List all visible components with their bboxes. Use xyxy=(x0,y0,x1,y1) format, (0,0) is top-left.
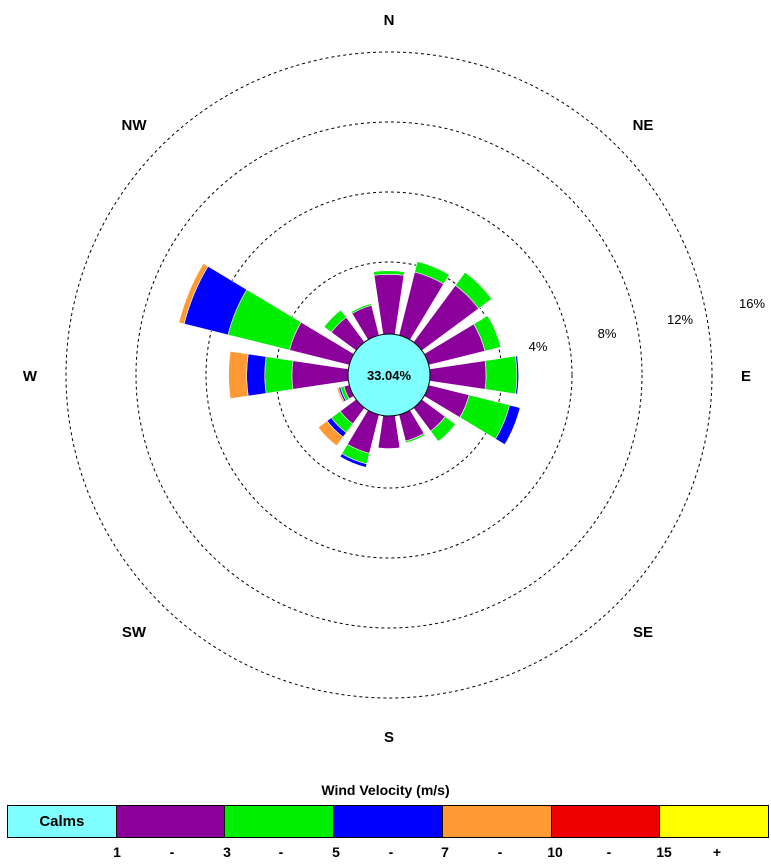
petal-180-1-3 xyxy=(377,415,401,449)
ring-16 xyxy=(65,51,713,699)
wind-rose-chart: 33.04% N NE E SE S SW W NW 4% 8% 12% 16% xyxy=(23,12,766,746)
ring-label-8: 8% xyxy=(598,326,617,341)
petal-247.5-7-10 xyxy=(336,387,345,404)
legend-swatch-7-10 xyxy=(442,806,552,837)
petal-337.5-3-5 xyxy=(350,303,373,314)
petal-270-5-7 xyxy=(246,353,267,397)
petal-270-3-5 xyxy=(264,356,294,394)
direction-label-nw: NW xyxy=(122,117,148,134)
petal-112.5-5-7 xyxy=(495,404,521,446)
legend-color-bar: Calms xyxy=(7,805,769,838)
legend-swatch-1-3 xyxy=(116,806,226,837)
petal-270-7-10 xyxy=(228,350,249,400)
legend-tick: - xyxy=(388,844,394,860)
legend-tick: 10 xyxy=(547,844,563,860)
calms-circle xyxy=(347,333,431,417)
petal-315-3-5 xyxy=(323,309,347,333)
direction-label-se: SE xyxy=(633,624,653,641)
legend-tick: 5 xyxy=(332,844,340,860)
ring-8 xyxy=(205,191,573,559)
legend-tick: 15 xyxy=(656,844,672,860)
legend-tick-labels: 1 - 3 - 5 - 7 - 10 - 15 + xyxy=(0,844,771,864)
direction-label-ne: NE xyxy=(633,117,654,134)
legend-swatch-15-plus xyxy=(660,806,769,837)
direction-label-e: E xyxy=(741,368,751,385)
petal-225-7-10 xyxy=(317,420,344,447)
petal-0-1-3 xyxy=(373,273,405,335)
direction-label-n: N xyxy=(384,12,395,29)
direction-label-s: S xyxy=(384,729,394,746)
legend-calms-label: Calms xyxy=(39,813,85,830)
legend-swatch-5-7 xyxy=(334,806,443,837)
legend-tick: 3 xyxy=(223,844,231,860)
legend-tick: - xyxy=(278,844,284,860)
legend-swatch-calms: Calms xyxy=(8,806,117,837)
legend-swatch-3-5 xyxy=(225,806,335,837)
ring-label-16: 16% xyxy=(739,296,765,311)
ring-label-4: 4% xyxy=(529,339,548,354)
calms-value-label: 33.04% xyxy=(367,368,412,383)
petal-45-3-5 xyxy=(454,271,493,310)
petal-0-3-5 xyxy=(373,270,405,276)
legend-tick: 7 xyxy=(441,844,449,860)
petal-157.5-3-5 xyxy=(405,433,426,444)
petal-90-5-7 xyxy=(515,355,519,395)
petal-270-1-3 xyxy=(291,360,349,390)
direction-label-sw: SW xyxy=(122,624,147,641)
petal-202.5-5-7 xyxy=(339,453,368,468)
legend-tick: - xyxy=(169,844,175,860)
legend-title: Wind Velocity (m/s) xyxy=(321,782,450,798)
petal-292.5-7-10 xyxy=(178,263,209,325)
legend-swatch-10-15 xyxy=(551,806,661,837)
direction-label-w: W xyxy=(23,368,38,385)
petal-90-1-3 xyxy=(429,360,487,390)
petal-90-3-5 xyxy=(484,355,518,395)
petal-67.5-3-5 xyxy=(473,315,502,352)
legend-tick: 1 xyxy=(113,844,121,860)
legend-tick: - xyxy=(606,844,612,860)
ring-label-12: 12% xyxy=(667,312,693,327)
ring-12 xyxy=(135,121,643,629)
petal-135-3-5 xyxy=(430,416,456,442)
petal-22.5-3-5 xyxy=(414,261,450,285)
legend-tick: + xyxy=(712,844,722,860)
legend-tick: - xyxy=(497,844,503,860)
